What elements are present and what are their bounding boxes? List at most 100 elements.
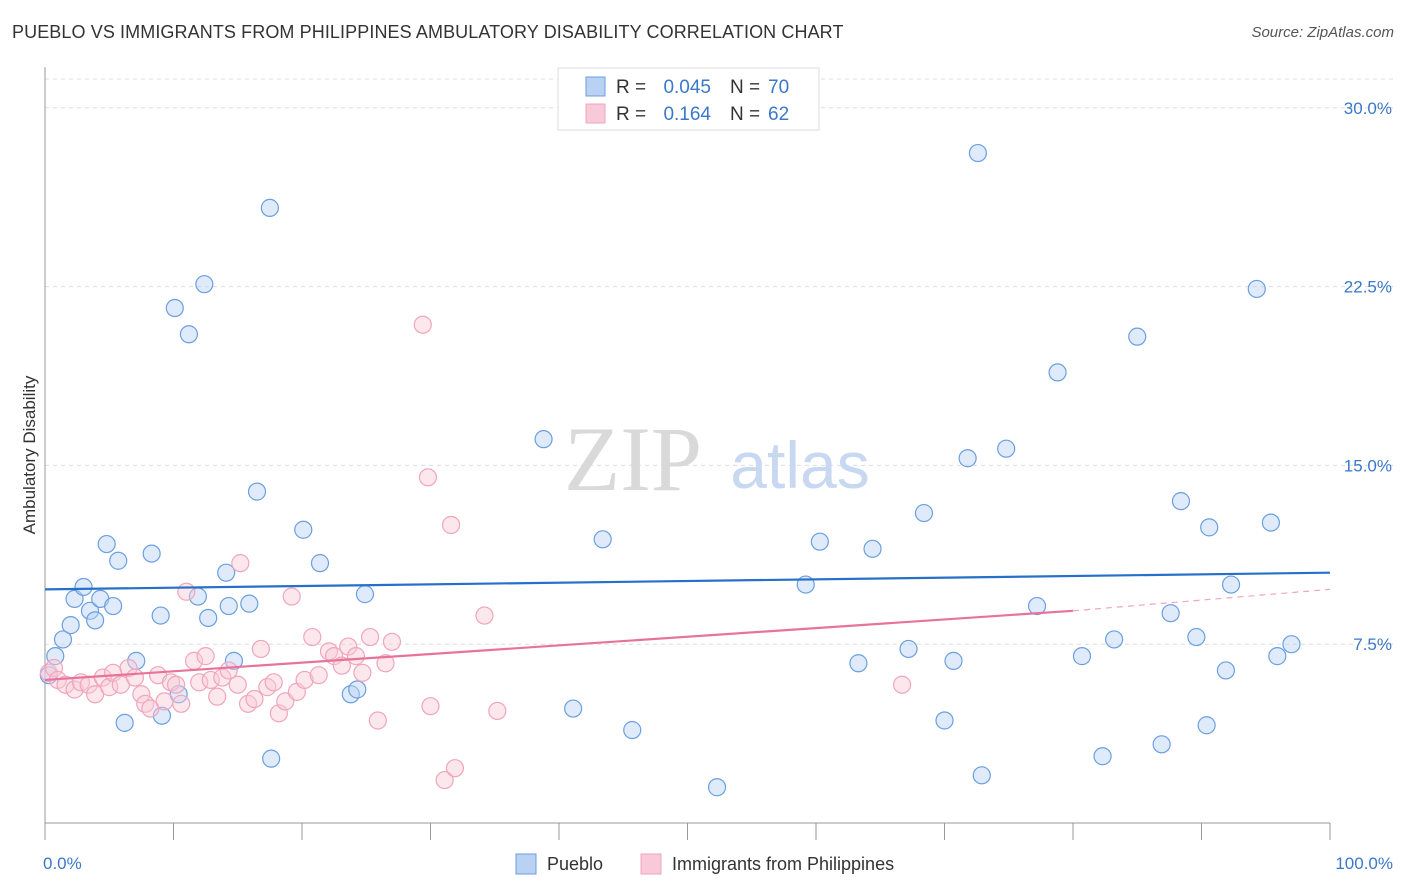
legend-pueblo-swatch: [515, 853, 537, 875]
philippines-trend-extension: [1072, 588, 1331, 612]
philippines-point: [376, 654, 395, 673]
pueblo-point: [935, 711, 954, 730]
pueblo-point: [1072, 647, 1092, 666]
pueblo-trend-line: [44, 571, 1331, 591]
philippines-point: [475, 606, 494, 625]
legend-n-label: N =: [730, 77, 760, 98]
pueblo-point: [1268, 647, 1287, 666]
pueblo-point: [958, 449, 977, 468]
legend-r-label: R =: [616, 77, 646, 98]
pueblo-point: [142, 544, 161, 563]
pueblo-point: [247, 482, 267, 501]
pueblo-point: [217, 563, 236, 582]
legend-r-label: R =: [616, 104, 646, 125]
watermark: ZIP atlas: [564, 408, 870, 510]
pueblo-point: [863, 539, 882, 558]
pueblo-point: [968, 143, 988, 163]
philippines-point: [368, 711, 387, 730]
philippines-point: [361, 627, 380, 647]
pueblo-point: [152, 706, 172, 725]
pueblo-point: [310, 554, 330, 573]
philippines-point: [177, 582, 196, 601]
pueblo-point: [1200, 518, 1219, 537]
legend-philippines-label: Immigrants from Philippines: [672, 854, 894, 874]
pueblo-point: [1048, 363, 1067, 382]
legend-pueblo-label: Pueblo: [547, 854, 603, 874]
pueblo-point: [810, 532, 829, 551]
pueblo-point: [179, 325, 199, 344]
philippines-point: [65, 680, 84, 699]
philippines-point: [339, 637, 358, 656]
pueblo-point: [997, 439, 1016, 458]
philippines-point: [251, 639, 270, 659]
philippines-point: [219, 661, 238, 680]
philippines-point: [488, 701, 507, 721]
pueblo-point: [534, 430, 553, 449]
philippines-point: [56, 675, 75, 694]
pueblo-point: [224, 651, 243, 670]
philippines-point: [382, 632, 402, 651]
legend-top: R = 0.045 N = 70 R = 0.164 N = 62: [557, 67, 820, 131]
pueblo-point: [53, 630, 73, 649]
tick-labels: 7.5% 15.0% 22.5% 30.0% 0.0% 100.0%: [43, 99, 1393, 873]
philippines-point: [282, 587, 301, 606]
philippines-point: [155, 692, 174, 711]
pueblo-point: [86, 611, 105, 630]
pueblo-point: [1247, 279, 1266, 299]
pueblo-point: [109, 551, 128, 570]
pueblo-point: [260, 198, 279, 217]
philippines-point: [100, 678, 119, 697]
pueblo-point: [1105, 630, 1124, 649]
y-tick-label: 22.5%: [1344, 278, 1392, 297]
philippines-point: [332, 656, 351, 675]
y-tick-label: 15.0%: [1344, 456, 1392, 475]
pueblo-point: [623, 720, 642, 740]
philippines-point: [172, 694, 191, 713]
pueblo-point: [74, 577, 93, 597]
pueblo-point: [1261, 513, 1280, 532]
legend-r-value: 0.045: [663, 77, 711, 98]
philippines-point: [228, 675, 247, 694]
pueblo-point: [1161, 604, 1180, 623]
philippines-point: [86, 685, 105, 704]
philippines-point: [413, 315, 432, 334]
x-tick-label-min: 0.0%: [43, 854, 82, 873]
pueblo-point: [593, 530, 612, 549]
philippines-point: [111, 675, 130, 694]
philippines-point: [441, 515, 461, 535]
pueblo-point: [707, 778, 727, 797]
philippines-point: [421, 697, 440, 716]
pueblo-point: [1152, 735, 1171, 754]
philippines-point: [892, 675, 912, 694]
philippines-point: [418, 468, 438, 487]
y-tick-label: 30.0%: [1344, 99, 1392, 118]
pueblo-point: [294, 520, 313, 539]
pueblo-point: [1221, 575, 1241, 594]
pueblo-point: [219, 596, 238, 616]
philippines-point: [208, 687, 227, 706]
pueblo-point: [1027, 596, 1047, 616]
pueblo-point: [914, 503, 934, 523]
philippines-point: [196, 647, 215, 666]
philippines-point: [125, 668, 145, 687]
philippines-point: [201, 670, 220, 690]
x-tick-label-max: 100.0%: [1335, 854, 1393, 873]
pueblo-point: [944, 651, 963, 670]
philippines-trend-line: [44, 609, 1074, 682]
pueblo-point: [1216, 661, 1236, 680]
legend-r-value: 0.164: [663, 104, 711, 125]
trend-lines: [44, 571, 1331, 682]
legend-top-swatch: [585, 103, 606, 124]
legend-n-value: 70: [768, 77, 789, 98]
legend-philippines-swatch: [640, 853, 662, 875]
pueblo-point: [899, 639, 918, 659]
legend-bottom: Pueblo Immigrants from Philippines: [515, 853, 894, 875]
source-note: Source: ZipAtlas.com: [1251, 24, 1394, 41]
y-tick-label: 7.5%: [1353, 635, 1392, 654]
legend-top-swatch: [585, 76, 606, 97]
philippines-point: [445, 759, 465, 778]
philippines-point: [44, 658, 64, 678]
philippines-point: [245, 689, 264, 709]
philippines-point: [346, 647, 366, 666]
